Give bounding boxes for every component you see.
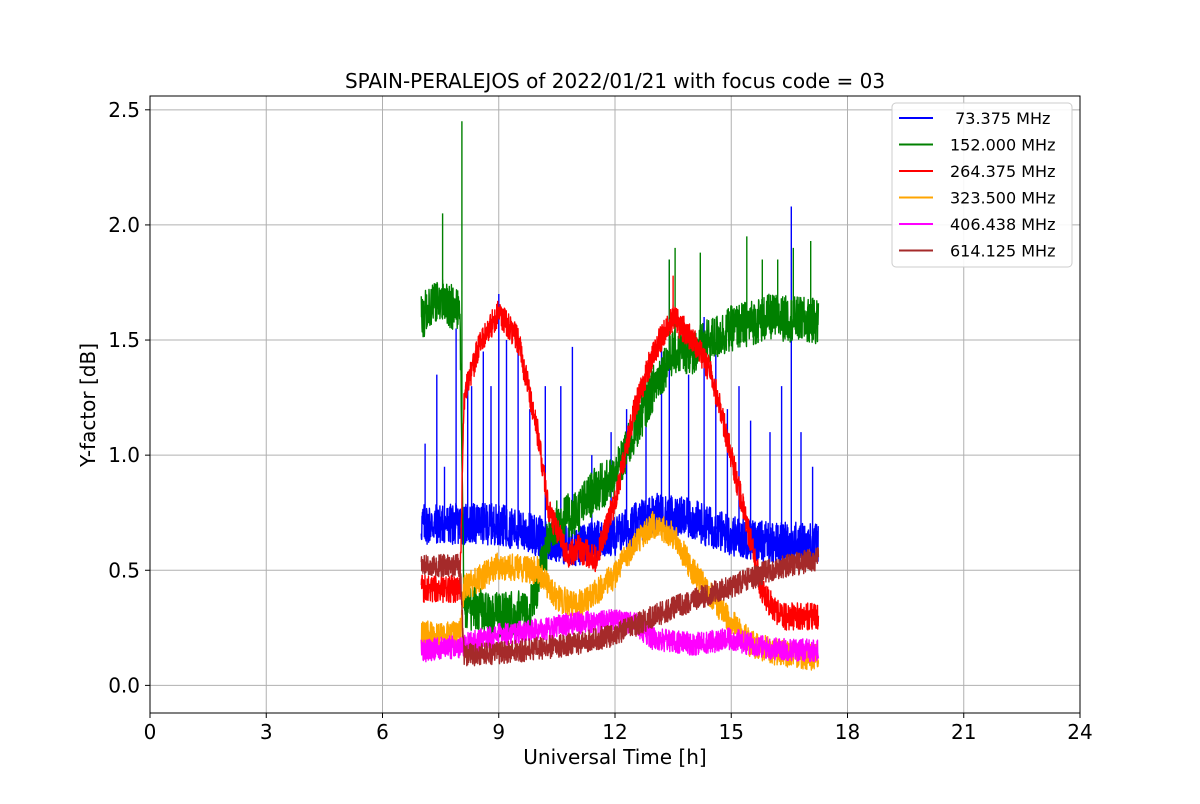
legend-label: 152.000 MHz	[950, 136, 1055, 155]
x-axis-label: Universal Time [h]	[523, 745, 706, 769]
x-tick-label: 24	[1067, 720, 1092, 744]
y-tick-label: 1.0	[108, 443, 140, 467]
legend-label: 73.375 MHz	[950, 109, 1050, 128]
x-tick-label: 21	[951, 720, 976, 744]
series-lines	[420, 121, 820, 671]
series-line-3	[420, 511, 820, 671]
legend-box	[891, 102, 1073, 268]
series-line-4	[420, 609, 820, 663]
legend-label: 614.125 MHz	[950, 242, 1055, 261]
y-tick-label: 2.0	[108, 213, 140, 237]
x-tick-label: 0	[144, 720, 157, 744]
series-line-0	[420, 206, 819, 567]
y-tick-label: 0.0	[108, 673, 140, 697]
x-tick-label: 18	[835, 720, 860, 744]
x-tick-label: 9	[492, 720, 505, 744]
axis-ticks: 0 3 6 9 12 15 18 21 24 0.0 0.5 1.0 1.5 2.0 2.5	[108, 98, 1093, 744]
series-line-5	[420, 547, 820, 667]
legend: 73.375 MHz 152.000 MHz 264.375 MHz 323.500 …	[891, 102, 1073, 268]
series-line-1	[420, 121, 820, 639]
x-tick-label: 12	[602, 720, 627, 744]
y-tick-label: 0.5	[108, 558, 140, 582]
y-tick-label: 1.5	[108, 328, 140, 352]
x-tick-label: 3	[260, 720, 273, 744]
legend-label: 323.500 MHz	[950, 189, 1055, 208]
chart-title: SPAIN-PERALEJOS of 2022/01/21 with focus…	[345, 69, 885, 93]
x-tick-label: 15	[719, 720, 744, 744]
series-line-2	[420, 275, 820, 631]
y-axis-label: Y-factor [dB]	[76, 343, 100, 468]
legend-label: 406.438 MHz	[950, 215, 1055, 234]
x-tick-label: 6	[376, 720, 389, 744]
legend-label: 264.375 MHz	[950, 162, 1055, 181]
y-tick-label: 2.5	[108, 98, 140, 122]
